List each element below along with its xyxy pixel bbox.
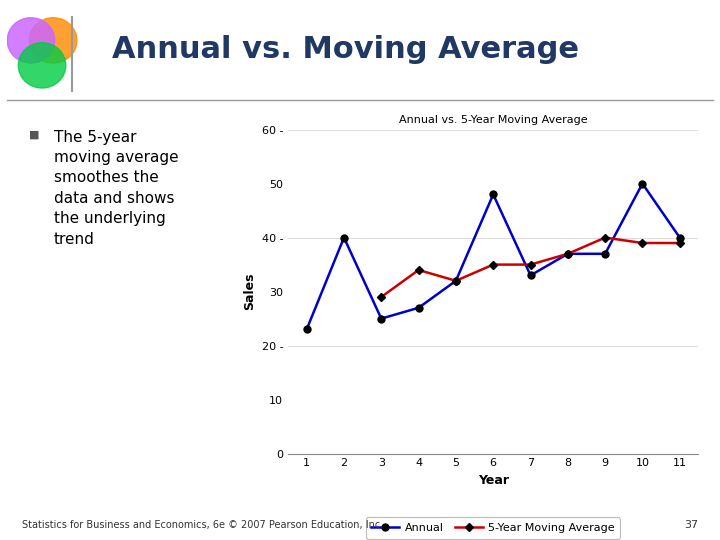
5-Year Moving Average xyxy=(526,261,535,268)
Annual xyxy=(489,191,498,198)
5-Year Moving Average xyxy=(414,267,423,273)
Title: Annual vs. 5-Year Moving Average: Annual vs. 5-Year Moving Average xyxy=(399,114,588,125)
Annual xyxy=(526,272,535,279)
Circle shape xyxy=(7,18,55,63)
Annual xyxy=(564,251,572,257)
Text: Statistics for Business and Economics, 6e © 2007 Pearson Education, Inc.: Statistics for Business and Economics, 6… xyxy=(22,520,383,530)
Annual xyxy=(638,180,647,187)
Y-axis label: Sales: Sales xyxy=(243,273,256,310)
Text: Annual vs. Moving Average: Annual vs. Moving Average xyxy=(112,35,579,64)
Annual xyxy=(377,315,386,322)
5-Year Moving Average xyxy=(675,240,684,246)
X-axis label: Year: Year xyxy=(477,474,509,487)
5-Year Moving Average xyxy=(638,240,647,246)
Text: 37: 37 xyxy=(684,520,698,530)
Annual xyxy=(451,278,460,284)
Annual xyxy=(600,251,609,257)
Annual xyxy=(675,234,684,241)
Line: Annual: Annual xyxy=(303,180,683,333)
Circle shape xyxy=(18,43,66,88)
5-Year Moving Average xyxy=(377,294,386,300)
Line: 5-Year Moving Average: 5-Year Moving Average xyxy=(379,235,683,300)
5-Year Moving Average xyxy=(564,251,572,257)
Circle shape xyxy=(30,18,77,63)
5-Year Moving Average xyxy=(600,234,609,241)
5-Year Moving Average xyxy=(489,261,498,268)
Annual xyxy=(302,326,311,333)
Text: ■: ■ xyxy=(29,130,40,140)
5-Year Moving Average xyxy=(451,278,460,284)
Annual xyxy=(414,305,423,311)
Annual xyxy=(340,234,348,241)
Text: The 5-year
moving average
smoothes the
data and shows
the underlying
trend: The 5-year moving average smoothes the d… xyxy=(54,130,179,247)
Legend: Annual, 5-Year Moving Average: Annual, 5-Year Moving Average xyxy=(366,517,621,538)
